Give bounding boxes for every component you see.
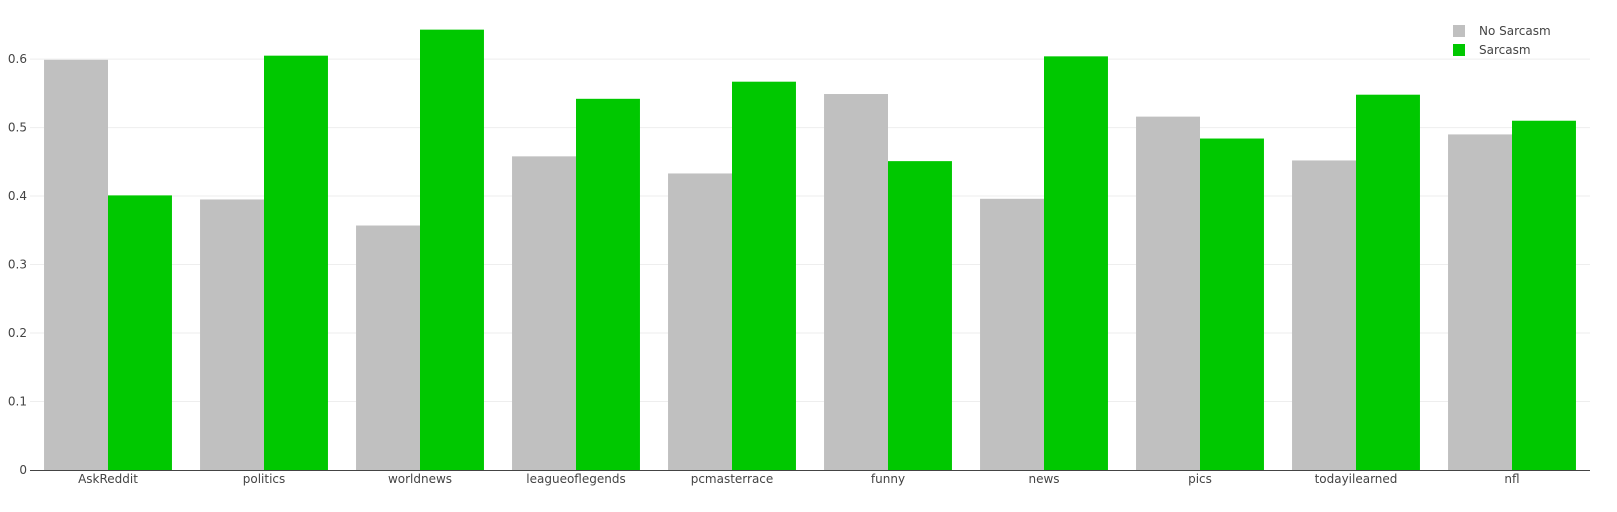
- bar-funny-sarcasm[interactable]: [888, 161, 952, 470]
- bar-pics-no-sarcasm[interactable]: [1136, 116, 1200, 471]
- legend-item-no-sarcasm[interactable]: No Sarcasm: [1453, 24, 1551, 38]
- bar-todayilearned-sarcasm[interactable]: [1356, 94, 1420, 470]
- legend-label: Sarcasm: [1479, 43, 1531, 57]
- x-tick-label: leagueoflegends: [526, 472, 625, 486]
- y-tick-label: 0: [19, 463, 27, 477]
- x-tick-label: news: [1028, 472, 1059, 486]
- legend-swatch: [1453, 44, 1465, 56]
- legend-swatch: [1453, 25, 1465, 37]
- bar-askreddit-sarcasm[interactable]: [108, 195, 172, 470]
- x-tick-label: pics: [1188, 472, 1212, 486]
- bar-leagueoflegends-sarcasm[interactable]: [576, 98, 640, 470]
- y-tick-label: 0.3: [8, 258, 27, 272]
- bar-worldnews-no-sarcasm[interactable]: [356, 225, 420, 470]
- x-tick-label: pcmasterrace: [691, 472, 774, 486]
- bar-todayilearned-no-sarcasm[interactable]: [1292, 160, 1356, 470]
- bar-nfl-no-sarcasm[interactable]: [1448, 134, 1512, 471]
- y-tick-label: 0.1: [8, 395, 27, 409]
- x-tick-label: nfl: [1504, 472, 1519, 486]
- x-tick-label: funny: [871, 472, 905, 486]
- y-tick-label: 0.2: [8, 326, 27, 340]
- x-tick-label: todayilearned: [1315, 472, 1398, 486]
- bar-nfl-sarcasm[interactable]: [1512, 120, 1576, 470]
- y-tick-label: 0.6: [8, 52, 27, 66]
- bar-worldnews-sarcasm[interactable]: [420, 29, 484, 470]
- bar-pics-sarcasm[interactable]: [1200, 138, 1264, 470]
- x-axis-ticks: AskReddit politics worldnews leagueoflegend…: [78, 472, 1520, 486]
- bar-askreddit-no-sarcasm[interactable]: [44, 59, 108, 470]
- legend-item-sarcasm[interactable]: Sarcasm: [1453, 43, 1531, 57]
- legend-label: No Sarcasm: [1479, 24, 1551, 38]
- bar-news-sarcasm[interactable]: [1044, 56, 1108, 470]
- x-tick-label: politics: [243, 472, 286, 486]
- bar-pcmasterrace-no-sarcasm[interactable]: [668, 173, 732, 470]
- legend[interactable]: No Sarcasm Sarcasm: [1453, 24, 1551, 57]
- bar-politics-sarcasm[interactable]: [264, 55, 328, 471]
- bars: [44, 29, 1576, 471]
- y-tick-label: 0.5: [8, 121, 27, 135]
- bar-pcmasterrace-sarcasm[interactable]: [732, 81, 796, 470]
- x-tick-label: worldnews: [388, 472, 452, 486]
- bar-news-no-sarcasm[interactable]: [980, 198, 1044, 471]
- bar-leagueoflegends-no-sarcasm[interactable]: [512, 156, 576, 470]
- x-tick-label: AskReddit: [78, 472, 138, 486]
- bar-politics-no-sarcasm[interactable]: [200, 199, 264, 471]
- y-tick-label: 0.4: [8, 189, 27, 203]
- bar-funny-no-sarcasm[interactable]: [824, 94, 888, 471]
- y-axis-ticks: 0 0.1 0.2 0.3 0.4 0.5 0.6: [8, 52, 27, 477]
